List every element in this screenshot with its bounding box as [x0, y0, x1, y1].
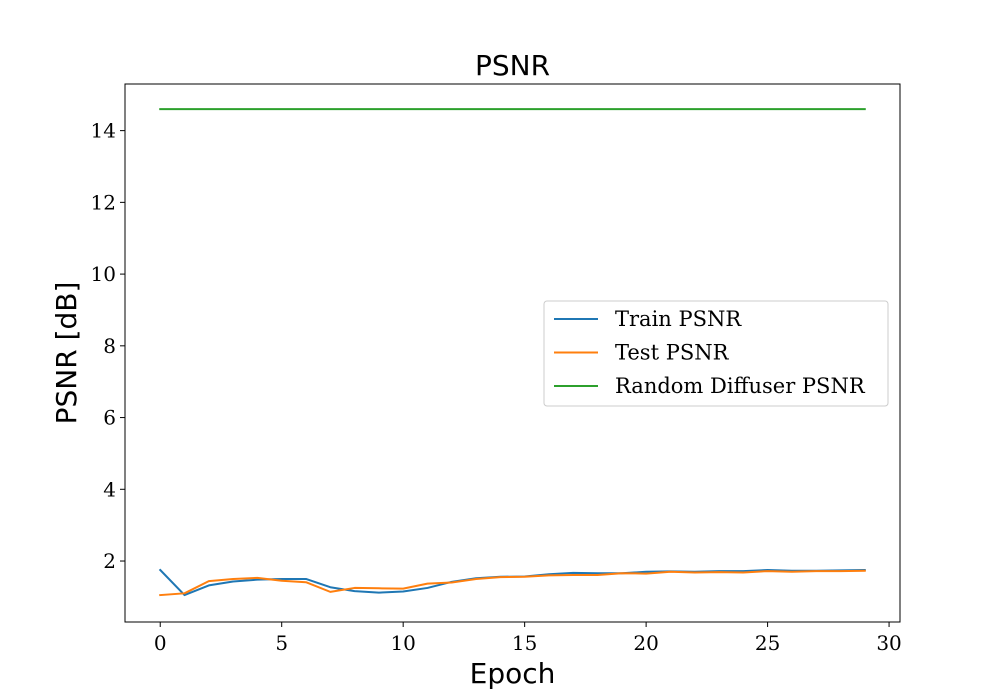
legend: Train PSNR Test PSNR Random Diffuser PSNR — [543, 300, 889, 407]
y-tick-label: 12 — [91, 190, 116, 214]
y-tick-label: 4 — [103, 477, 116, 501]
x-tick-label: 10 — [390, 631, 415, 655]
series-line-2 — [159, 569, 866, 597]
x-tick-label: 20 — [633, 631, 658, 655]
legend-label-1: Train PSNR — [615, 307, 742, 331]
x-tick-label: 30 — [876, 631, 901, 655]
plot-area: 0 5 10 15 20 25 30 2 4 6 8 10 12 14 — [91, 83, 902, 655]
y-tick-label: 10 — [91, 262, 116, 286]
legend-label-2: Test PSNR — [615, 341, 730, 365]
x-axis-label: Epoch — [470, 657, 556, 690]
y-tick-label: 14 — [91, 119, 116, 143]
x-tick-label: 5 — [275, 631, 288, 655]
series-line-1 — [158, 568, 866, 597]
legend-box — [543, 300, 889, 407]
y-tick-label: 8 — [103, 334, 116, 358]
legend-label-3: Random Diffuser PSNR — [615, 374, 866, 398]
y-tick-label: 6 — [103, 406, 116, 430]
y-tick-label: 2 — [103, 549, 116, 573]
x-tick-label: 15 — [512, 631, 537, 655]
axes-frame — [124, 83, 901, 623]
y-axis-label: PSNR [dB] — [50, 282, 83, 425]
x-tick-label: 0 — [154, 631, 167, 655]
x-tick-label: 25 — [755, 631, 780, 655]
chart-title: PSNR — [475, 49, 550, 82]
